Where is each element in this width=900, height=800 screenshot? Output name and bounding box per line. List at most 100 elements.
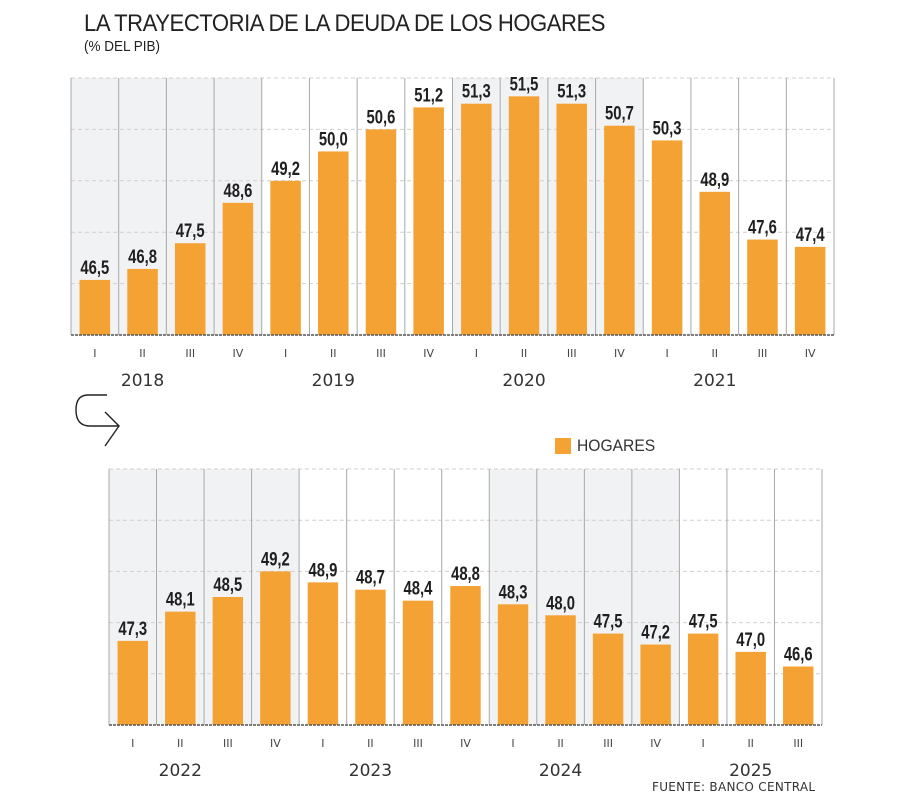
bar-2018-II — [127, 268, 158, 335]
quarter-tick-label: III — [758, 347, 768, 360]
data-label: 48,8 — [451, 563, 480, 584]
quarter-tick-label: II — [712, 347, 719, 360]
data-label: 51,5 — [510, 74, 539, 95]
legend-label-hogares: HOGARES — [577, 436, 656, 455]
bar-2025-I — [687, 633, 719, 725]
quarter-tick-label: III — [376, 347, 386, 360]
quarter-tick-label: I — [511, 737, 514, 750]
quarter-tick-label: II — [367, 737, 374, 750]
quarter-tick-label: I — [93, 347, 96, 360]
data-label: 48,6 — [224, 180, 253, 201]
quarter-tick-label: IV — [650, 737, 661, 750]
data-label: 48,5 — [213, 574, 242, 595]
quarter-tick-label: II — [747, 737, 754, 750]
data-label: 50,7 — [605, 103, 634, 124]
bar-2019-I — [270, 180, 301, 335]
bar-2025-III — [783, 666, 814, 725]
data-label: 46,8 — [128, 246, 157, 267]
chart-title: LA TRAYECTORIA DE LA DEUDA DE LOS HOGARE… — [84, 10, 606, 37]
quarter-tick-label: II — [557, 737, 564, 750]
year-label-2023: 2023 — [349, 761, 392, 781]
quarter-tick-label: III — [603, 737, 613, 750]
quarter-tick-label: IV — [233, 347, 244, 360]
data-label: 47,3 — [118, 618, 147, 639]
quarter-tick-label: II — [177, 737, 184, 750]
bar-2025-II — [735, 651, 766, 725]
quarter-tick-label: I — [665, 347, 668, 360]
continuation-arrow-icon — [75, 394, 120, 447]
bar-2020-I — [461, 103, 492, 335]
quarter-tick-label: I — [131, 737, 134, 750]
bar-2020-III — [556, 103, 587, 335]
bar-2020-IV — [604, 125, 635, 335]
quarter-tick-label: IV — [423, 347, 434, 360]
data-label: 48,4 — [404, 578, 433, 599]
data-label: 47,5 — [689, 611, 718, 632]
data-label: 48,1 — [166, 589, 195, 610]
bar-2023-I — [307, 582, 339, 725]
data-label: 47,0 — [736, 629, 765, 650]
data-label: 47,5 — [594, 611, 623, 632]
bar-2022-IV — [260, 571, 291, 725]
bar-2023-III — [402, 600, 434, 725]
bar-2022-II — [165, 611, 196, 725]
year-label-2021: 2021 — [693, 371, 736, 391]
data-label: 51,2 — [414, 85, 443, 106]
data-label: 47,4 — [796, 224, 825, 245]
bar-2021-II — [699, 191, 731, 335]
chart-panel-2018-2021: 46,5I46,8II47,5III48,6IV49,2I50,0II50,6I… — [70, 74, 835, 391]
data-label: 46,5 — [80, 257, 109, 278]
quarter-tick-label: IV — [270, 737, 281, 750]
data-label: 51,3 — [462, 81, 491, 102]
year-label-2022: 2022 — [159, 761, 202, 781]
quarter-tick-label: III — [567, 347, 577, 360]
data-label: 49,2 — [271, 158, 300, 179]
data-label: 50,0 — [319, 129, 348, 150]
data-label: 48,3 — [499, 582, 528, 603]
source-note: FUENTE: BANCO CENTRAL — [652, 780, 816, 794]
bar-2018-III — [174, 243, 206, 335]
data-label: 48,9 — [308, 560, 337, 581]
legend: HOGARES — [555, 436, 662, 456]
quarter-tick-label: III — [793, 737, 803, 750]
bar-2024-III — [592, 633, 624, 725]
quarter-tick-label: II — [521, 347, 528, 360]
legend-swatch-hogares — [555, 438, 571, 454]
data-label: 48,0 — [546, 593, 575, 614]
bar-2018-I — [79, 279, 111, 335]
quarter-tick-label: I — [475, 347, 478, 360]
bar-2024-IV — [640, 644, 671, 725]
data-label: 50,6 — [367, 107, 396, 128]
bar-2024-I — [497, 604, 529, 725]
bar-2021-IV — [794, 246, 826, 335]
data-label: 48,7 — [356, 567, 385, 588]
quarter-tick-label: IV — [460, 737, 471, 750]
bar-2019-II — [318, 151, 349, 335]
quarter-tick-label: IV — [805, 347, 816, 360]
chart-subtitle: (% DEL PIB) — [84, 38, 161, 55]
chart-panel-2022-2025: 47,3I48,1II48,5III49,2IV48,9I48,7II48,4I… — [108, 468, 823, 781]
quarter-tick-label: I — [702, 737, 705, 750]
year-label-2019: 2019 — [312, 371, 355, 391]
bar-2019-IV — [413, 107, 444, 335]
quarter-tick-label: II — [330, 347, 337, 360]
bar-2021-I — [651, 140, 683, 335]
quarter-tick-label: I — [284, 347, 287, 360]
quarter-tick-label: III — [223, 737, 233, 750]
data-label: 47,6 — [748, 217, 777, 238]
quarter-tick-label: III — [185, 347, 195, 360]
data-label: 47,2 — [641, 622, 670, 643]
bar-2024-II — [545, 615, 576, 725]
bar-2023-IV — [450, 586, 481, 725]
bar-2020-II — [508, 96, 540, 335]
bar-2019-III — [365, 129, 397, 335]
data-label: 46,6 — [784, 644, 813, 665]
data-label: 51,3 — [557, 81, 586, 102]
bar-2022-III — [212, 597, 244, 725]
year-label-2018: 2018 — [121, 371, 164, 391]
quarter-tick-label: IV — [614, 347, 625, 360]
data-label: 50,3 — [653, 118, 682, 139]
year-label-2025: 2025 — [729, 761, 772, 781]
bar-2018-IV — [222, 202, 254, 335]
